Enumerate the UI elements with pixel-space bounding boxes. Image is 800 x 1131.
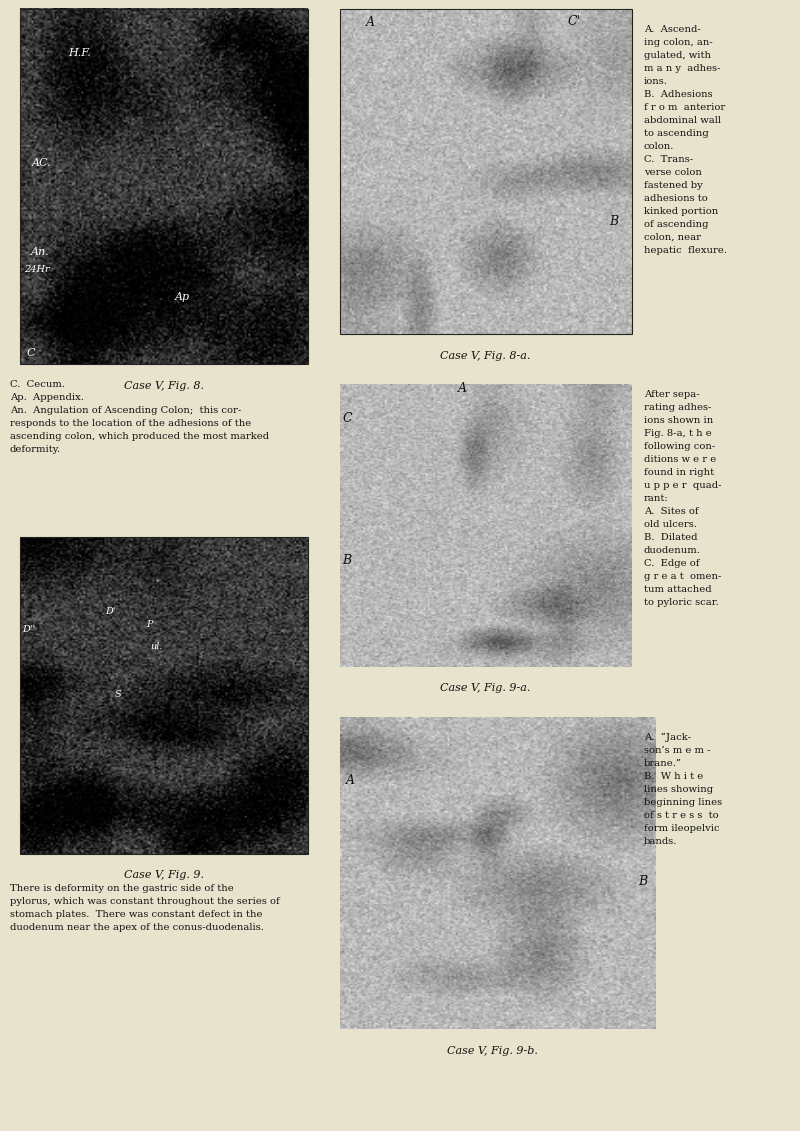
Text: ions shown in: ions shown in bbox=[644, 416, 714, 425]
Text: brane.”: brane.” bbox=[644, 759, 682, 768]
Text: old ulcers.: old ulcers. bbox=[644, 520, 697, 529]
Text: A.  Sites of: A. Sites of bbox=[644, 507, 698, 516]
Text: abdominal wall: abdominal wall bbox=[644, 115, 721, 124]
Text: A: A bbox=[346, 774, 354, 786]
Text: Ap: Ap bbox=[174, 292, 190, 302]
Text: C': C' bbox=[568, 15, 581, 27]
Text: to ascending: to ascending bbox=[644, 129, 709, 138]
Text: B: B bbox=[342, 554, 351, 567]
Text: of s t r e s s  to: of s t r e s s to bbox=[644, 811, 718, 820]
Text: AC.: AC. bbox=[32, 158, 52, 169]
Text: lines showing: lines showing bbox=[644, 785, 713, 794]
Text: duodenum near the apex of the conus-duodenalis.: duodenum near the apex of the conus-duod… bbox=[10, 923, 263, 932]
Text: B: B bbox=[638, 875, 647, 888]
Text: Case V, Fig. 8-a.: Case V, Fig. 8-a. bbox=[441, 351, 530, 361]
Text: form ileopelvic: form ileopelvic bbox=[644, 823, 720, 832]
Text: ul.: ul. bbox=[150, 642, 163, 651]
Text: fastened by: fastened by bbox=[644, 181, 702, 190]
Bar bbox=[20, 9, 308, 364]
Text: S: S bbox=[114, 690, 121, 699]
Text: deformity.: deformity. bbox=[10, 444, 61, 454]
Text: bands.: bands. bbox=[644, 837, 678, 846]
Text: of ascending: of ascending bbox=[644, 219, 709, 228]
Text: Case V, Fig. 9-a.: Case V, Fig. 9-a. bbox=[441, 683, 530, 693]
Text: following con-: following con- bbox=[644, 442, 715, 451]
Text: ditions w e r e: ditions w e r e bbox=[644, 455, 716, 464]
Text: kinked portion: kinked portion bbox=[644, 207, 718, 216]
Text: colon, near: colon, near bbox=[644, 233, 701, 242]
Text: g r e a t  omen-: g r e a t omen- bbox=[644, 572, 722, 581]
Text: tum attached: tum attached bbox=[644, 585, 712, 594]
Text: C: C bbox=[342, 412, 352, 424]
Text: D': D' bbox=[106, 607, 116, 616]
Text: u p p e r  quad-: u p p e r quad- bbox=[644, 481, 722, 490]
Text: B.  Dilated: B. Dilated bbox=[644, 533, 698, 542]
Bar bbox=[20, 537, 308, 854]
Text: B.  Adhesions: B. Adhesions bbox=[644, 89, 713, 98]
Text: A.  “Jack-: A. “Jack- bbox=[644, 733, 691, 742]
Text: Fig. 8-a, t h e: Fig. 8-a, t h e bbox=[644, 429, 712, 438]
Text: Ap.  Appendix.: Ap. Appendix. bbox=[10, 392, 83, 402]
Text: rating adhes-: rating adhes- bbox=[644, 403, 711, 412]
Text: ions.: ions. bbox=[644, 77, 668, 86]
Text: Case V, Fig. 9-b.: Case V, Fig. 9-b. bbox=[446, 1046, 538, 1056]
Text: D'': D'' bbox=[22, 625, 35, 634]
Text: found in right: found in right bbox=[644, 468, 714, 477]
Text: A: A bbox=[366, 16, 375, 28]
Text: son’s m e m -: son’s m e m - bbox=[644, 745, 710, 754]
Text: responds to the location of the adhesions of the: responds to the location of the adhesion… bbox=[10, 418, 251, 428]
Text: Case V, Fig. 9.: Case V, Fig. 9. bbox=[124, 870, 204, 880]
Text: stomach plates.  There was constant defect in the: stomach plates. There was constant defec… bbox=[10, 910, 262, 920]
Text: f r o m  anterior: f r o m anterior bbox=[644, 103, 726, 112]
Text: to pyloric scar.: to pyloric scar. bbox=[644, 598, 718, 607]
Text: gulated, with: gulated, with bbox=[644, 51, 711, 60]
Text: B: B bbox=[610, 215, 618, 227]
Text: An.  Angulation of Ascending Colon;  this cor-: An. Angulation of Ascending Colon; this … bbox=[10, 406, 241, 415]
Text: Case V, Fig. 8.: Case V, Fig. 8. bbox=[124, 381, 204, 391]
Text: P: P bbox=[146, 620, 153, 629]
Text: C.  Edge of: C. Edge of bbox=[644, 559, 699, 568]
Text: 24Hr: 24Hr bbox=[24, 265, 50, 274]
Text: H.F.: H.F. bbox=[68, 48, 90, 58]
Text: colon.: colon. bbox=[644, 141, 674, 150]
Text: hepatic  flexure.: hepatic flexure. bbox=[644, 245, 727, 254]
Text: duodenum.: duodenum. bbox=[644, 546, 701, 555]
Text: C.  Cecum.: C. Cecum. bbox=[10, 380, 65, 389]
Text: A.  Ascend-: A. Ascend- bbox=[644, 25, 701, 34]
Text: An.: An. bbox=[30, 247, 49, 257]
Text: pylorus, which was constant throughout the series of: pylorus, which was constant throughout t… bbox=[10, 897, 279, 906]
Text: beginning lines: beginning lines bbox=[644, 797, 722, 806]
Text: adhesions to: adhesions to bbox=[644, 193, 708, 202]
Bar bbox=[340, 9, 632, 334]
Text: rant:: rant: bbox=[644, 494, 669, 503]
Text: C.  Trans-: C. Trans- bbox=[644, 155, 693, 164]
Text: ing colon, an-: ing colon, an- bbox=[644, 37, 713, 46]
Text: There is deformity on the gastric side of the: There is deformity on the gastric side o… bbox=[10, 884, 234, 893]
Text: C: C bbox=[26, 348, 35, 359]
Text: m a n y  adhes-: m a n y adhes- bbox=[644, 63, 721, 72]
Text: B.  W h i t e: B. W h i t e bbox=[644, 771, 703, 780]
Text: ascending colon, which produced the most marked: ascending colon, which produced the most… bbox=[10, 432, 269, 441]
Text: A: A bbox=[458, 382, 466, 395]
Text: verse colon: verse colon bbox=[644, 167, 702, 176]
Text: After sepa-: After sepa- bbox=[644, 390, 700, 399]
